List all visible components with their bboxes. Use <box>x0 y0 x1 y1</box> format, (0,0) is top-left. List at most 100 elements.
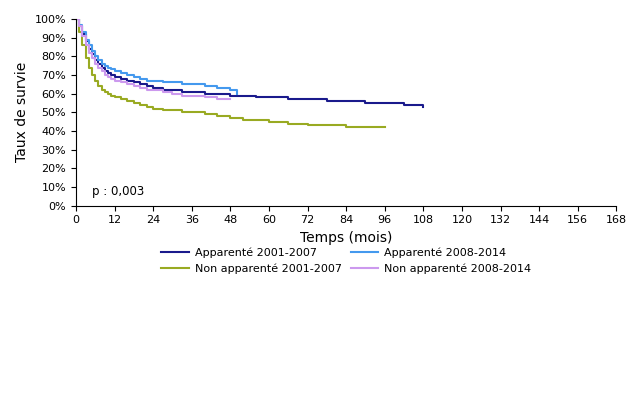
Non apparenté 2001-2007 <box>85 65 92 70</box>
Apparenté 2008-2014 <box>101 63 108 68</box>
Apparenté 2008-2014 <box>117 71 125 75</box>
Apparenté 2001-2007 <box>159 87 167 92</box>
Non apparenté 2001-2007 <box>75 30 83 34</box>
Apparenté 2008-2014 <box>188 82 196 87</box>
Apparenté 2001-2007 <box>150 86 157 91</box>
Non apparenté 2001-2007 <box>239 117 247 122</box>
Apparenté 2001-2007 <box>214 91 221 96</box>
Apparenté 2008-2014 <box>91 54 99 59</box>
Apparenté 2001-2007 <box>265 95 273 100</box>
Apparenté 2001-2007 <box>117 76 125 81</box>
Apparenté 2008-2014 <box>169 80 177 85</box>
Non apparenté 2008-2014 <box>201 95 209 100</box>
Non apparenté 2001-2007 <box>201 112 209 117</box>
Non apparenté 2001-2007 <box>342 125 350 130</box>
Non apparenté 2001-2007 <box>101 89 108 94</box>
Non apparenté 2001-2007 <box>265 119 273 124</box>
Apparenté 2001-2007 <box>304 97 311 102</box>
Apparenté 2008-2014 <box>123 73 131 77</box>
Apparenté 2001-2007 <box>72 16 80 21</box>
Non apparenté 2001-2007 <box>104 91 112 96</box>
Apparenté 2001-2007 <box>239 93 247 98</box>
Non apparenté 2008-2014 <box>88 56 96 61</box>
Non apparenté 2008-2014 <box>143 87 150 92</box>
Non apparenté 2008-2014 <box>110 78 118 83</box>
Y-axis label: Taux de survie: Taux de survie <box>15 62 29 162</box>
Apparenté 2001-2007 <box>323 99 331 103</box>
Apparenté 2001-2007 <box>107 73 115 77</box>
Non apparenté 2001-2007 <box>98 87 105 92</box>
Apparenté 2008-2014 <box>82 37 89 42</box>
Non apparenté 2001-2007 <box>143 104 150 109</box>
Apparenté 2008-2014 <box>150 78 157 83</box>
Apparenté 2001-2007 <box>91 58 99 63</box>
Apparenté 2008-2014 <box>72 16 80 21</box>
Non apparenté 2001-2007 <box>150 106 157 111</box>
Apparenté 2001-2007 <box>143 84 150 89</box>
Apparenté 2008-2014 <box>227 87 234 92</box>
Apparenté 2001-2007 <box>136 82 144 87</box>
Non apparenté 2001-2007 <box>169 108 177 113</box>
Apparenté 2001-2007 <box>75 24 83 29</box>
Apparenté 2008-2014 <box>201 84 209 89</box>
Non apparenté 2008-2014 <box>101 73 108 77</box>
Apparenté 2008-2014 <box>178 82 186 87</box>
Non apparenté 2001-2007 <box>214 114 221 119</box>
Non apparenté 2008-2014 <box>78 33 86 38</box>
Apparenté 2001-2007 <box>94 61 102 66</box>
Apparenté 2001-2007 <box>361 101 369 105</box>
Apparenté 2001-2007 <box>227 93 234 98</box>
Non apparenté 2001-2007 <box>361 125 369 130</box>
Non apparenté 2008-2014 <box>123 82 131 87</box>
Apparenté 2001-2007 <box>82 39 89 44</box>
Apparenté 2008-2014 <box>110 69 118 74</box>
Non apparenté 2001-2007 <box>227 115 234 120</box>
Text: p : 0,003: p : 0,003 <box>92 185 144 198</box>
Non apparenté 2008-2014 <box>227 97 234 102</box>
Apparenté 2008-2014 <box>98 61 105 66</box>
Line: Non apparenté 2008-2014: Non apparenté 2008-2014 <box>76 19 230 99</box>
Apparenté 2001-2007 <box>381 101 388 105</box>
Non apparenté 2008-2014 <box>85 50 92 55</box>
Apparenté 2001-2007 <box>78 32 86 36</box>
Non apparenté 2008-2014 <box>98 69 105 74</box>
Apparenté 2001-2007 <box>178 89 186 94</box>
Non apparenté 2008-2014 <box>159 89 167 94</box>
Apparenté 2001-2007 <box>104 71 112 75</box>
Apparenté 2001-2007 <box>188 89 196 94</box>
Non apparenté 2008-2014 <box>104 75 112 79</box>
Non apparenté 2008-2014 <box>72 16 80 21</box>
Apparenté 2001-2007 <box>201 91 209 96</box>
Apparenté 2001-2007 <box>98 65 105 70</box>
Non apparenté 2008-2014 <box>82 43 89 48</box>
Apparenté 2008-2014 <box>75 22 83 27</box>
Non apparenté 2008-2014 <box>94 65 102 70</box>
Legend: Apparenté 2001-2007, Non apparenté 2001-2007, Apparenté 2008-2014, Non apparenté: Apparenté 2001-2007, Non apparenté 2001-… <box>157 243 535 279</box>
Non apparenté 2008-2014 <box>136 86 144 91</box>
Non apparenté 2001-2007 <box>130 101 137 105</box>
Apparenté 2001-2007 <box>123 78 131 83</box>
Non apparenté 2008-2014 <box>214 97 221 102</box>
Non apparenté 2001-2007 <box>72 16 80 21</box>
Apparenté 2001-2007 <box>284 97 292 102</box>
Apparenté 2008-2014 <box>233 91 241 96</box>
Non apparenté 2001-2007 <box>284 121 292 126</box>
Apparenté 2008-2014 <box>159 80 167 85</box>
Non apparenté 2001-2007 <box>252 117 260 122</box>
Line: Apparenté 2008-2014: Apparenté 2008-2014 <box>76 19 237 94</box>
Apparenté 2001-2007 <box>169 87 177 92</box>
Apparenté 2008-2014 <box>107 67 115 72</box>
Apparenté 2001-2007 <box>88 52 96 57</box>
Apparenté 2008-2014 <box>136 76 144 81</box>
Non apparenté 2001-2007 <box>91 78 99 83</box>
Apparenté 2008-2014 <box>88 49 96 53</box>
Non apparenté 2001-2007 <box>117 97 125 102</box>
Non apparenté 2001-2007 <box>123 99 131 103</box>
Non apparenté 2001-2007 <box>88 73 96 77</box>
Non apparenté 2001-2007 <box>381 125 388 130</box>
Non apparenté 2001-2007 <box>78 43 86 48</box>
Non apparenté 2008-2014 <box>150 87 157 92</box>
Non apparenté 2008-2014 <box>130 84 137 89</box>
Apparenté 2008-2014 <box>104 65 112 70</box>
Non apparenté 2001-2007 <box>188 110 196 115</box>
